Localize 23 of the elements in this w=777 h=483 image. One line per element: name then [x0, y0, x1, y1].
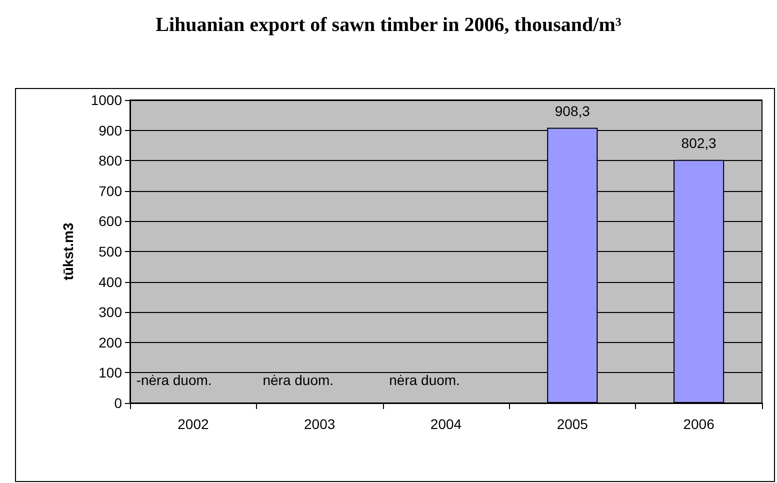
y-tick-label: 200: [98, 334, 122, 350]
x-tick-label: 2006: [683, 416, 715, 432]
data-label: 802,3: [681, 134, 717, 151]
y-tick-label: 900: [98, 122, 122, 138]
x-tick-label: 2005: [556, 416, 588, 432]
y-tick-label: 300: [98, 304, 122, 320]
y-tick-label: 0: [114, 395, 122, 411]
x-tick-label: 2002: [178, 416, 209, 432]
chart-title: Lihuanian export of sawn timber in 2006, thousand/m³: [154, 14, 622, 37]
y-axis-title: tūkst.m3: [60, 222, 76, 280]
text: nėra duom.: [389, 372, 460, 388]
y-tick-label: 500: [98, 244, 122, 260]
text: nėra duom.: [262, 372, 334, 388]
y-tick-label: 700: [98, 182, 122, 199]
y-tick-label: 600: [98, 213, 122, 230]
x-tick-label: 2003: [304, 416, 336, 432]
y-tick-label: 800: [98, 152, 122, 169]
y-tick-label: 1000: [90, 92, 122, 108]
y-tick-label: 400: [98, 274, 122, 290]
x-tick-label: 2004: [430, 416, 462, 432]
text: -nėra duom.: [136, 372, 212, 388]
y-tick-label: 100: [98, 364, 122, 381]
data-label: 908,3: [554, 102, 590, 119]
